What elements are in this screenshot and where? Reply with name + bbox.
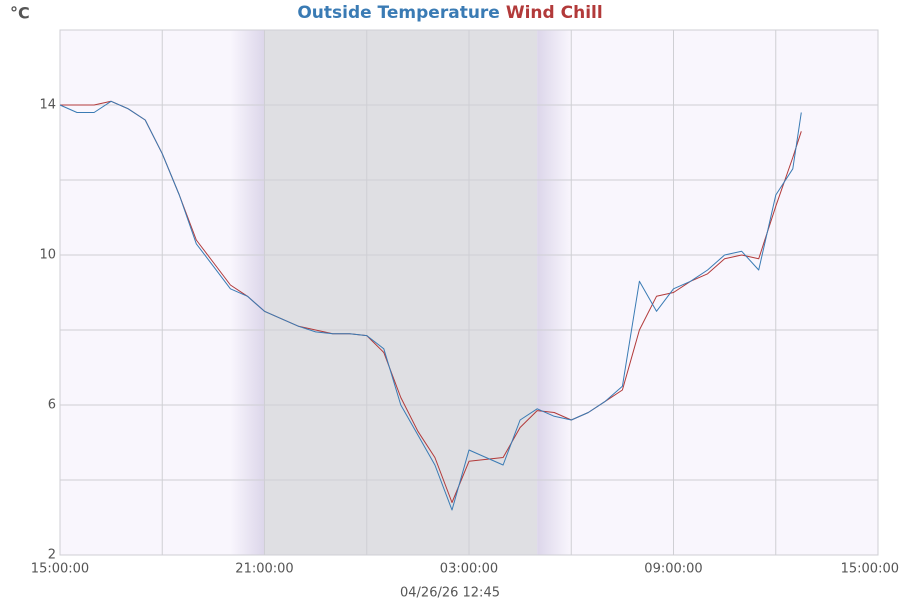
plot-frame xyxy=(59,29,879,556)
y-tick-label: 14 xyxy=(39,98,56,113)
x-tick-label: 09:00:00 xyxy=(644,562,702,577)
y-unit: °C xyxy=(10,4,30,23)
y-tick-label: 6 xyxy=(48,398,56,413)
legend-entry: Wind Chill xyxy=(506,3,603,23)
x-tick-label: 03:00:00 xyxy=(440,562,498,577)
night-shade xyxy=(264,30,538,555)
x-tick-label: 15:00:00 xyxy=(31,562,89,577)
y-tick-label: 10 xyxy=(39,248,56,263)
x-tick-label: 21:00:00 xyxy=(235,562,293,577)
legend-entry: Outside Temperature xyxy=(297,3,500,23)
timestamp: 04/26/26 12:45 xyxy=(400,586,500,600)
series-line xyxy=(59,100,802,511)
y-tick-label: 2 xyxy=(48,548,56,563)
x-tick-label: 15:00:00 xyxy=(841,562,899,577)
twilight xyxy=(537,30,572,555)
twilight xyxy=(230,30,265,555)
